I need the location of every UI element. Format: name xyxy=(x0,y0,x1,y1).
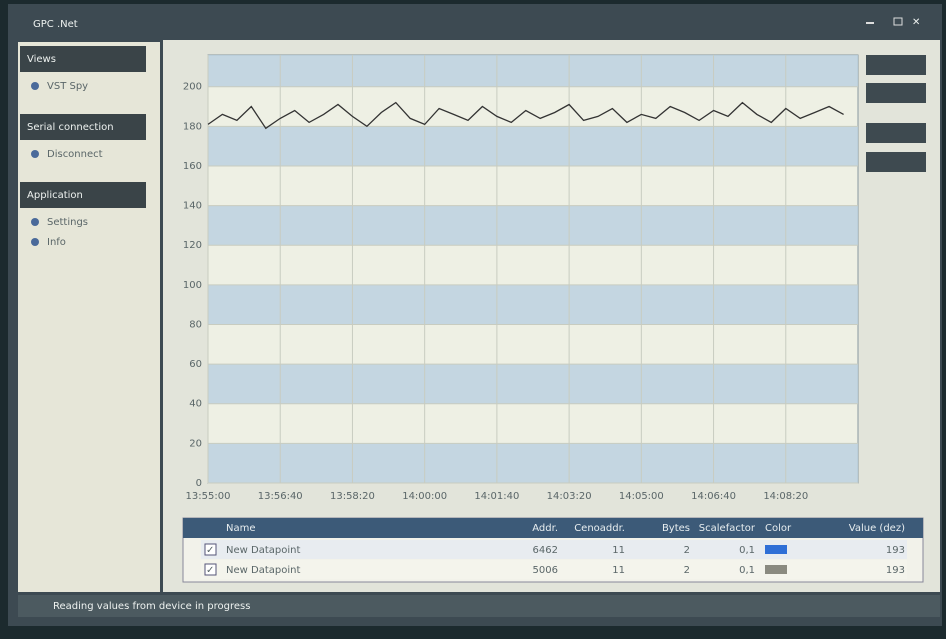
item-icon xyxy=(31,238,39,246)
x-tick-label: 14:05:00 xyxy=(619,491,664,502)
color-swatch xyxy=(765,565,787,574)
close[interactable]: ✕ xyxy=(912,17,920,28)
x-tick-label: 14:03:20 xyxy=(547,491,592,502)
cell: 5006 xyxy=(533,565,558,576)
sidebar-item[interactable]: VST Spy xyxy=(47,81,88,92)
button[interactable] xyxy=(866,123,926,143)
y-tick-label: 200 xyxy=(183,82,202,93)
status-text: Reading values from device in progress xyxy=(53,601,250,612)
section-title: Application xyxy=(27,190,83,201)
y-tick-label: 120 xyxy=(183,240,202,251)
y-tick-label: 40 xyxy=(189,399,202,410)
cell: 2 xyxy=(684,545,690,556)
cell: 193 xyxy=(886,545,905,556)
y-tick-label: 180 xyxy=(183,121,202,132)
band xyxy=(208,443,858,483)
band xyxy=(208,364,858,404)
column-header: Addr. xyxy=(532,523,558,534)
column-header: Bytes xyxy=(662,523,690,534)
cell: 11 xyxy=(612,565,625,576)
cell: 2 xyxy=(684,565,690,576)
item-icon xyxy=(31,218,39,226)
x-tick-label: 14:00:00 xyxy=(402,491,447,502)
y-tick-label: 80 xyxy=(189,319,202,330)
section-title: Serial connection xyxy=(27,122,114,133)
button[interactable] xyxy=(866,152,926,172)
band xyxy=(208,285,858,325)
x-tick-label: 14:08:20 xyxy=(763,491,808,502)
color-swatch xyxy=(765,545,787,554)
x-tick-label: 13:58:20 xyxy=(330,491,375,502)
cell: 193 xyxy=(886,565,905,576)
x-tick-label: 14:06:40 xyxy=(691,491,736,502)
page: GPC .Net ✕ Views VST Spy Serial connection… xyxy=(0,0,946,639)
cell: 0,1 xyxy=(739,565,755,576)
cell: 11 xyxy=(612,545,625,556)
column-header: Scalefactor xyxy=(699,523,756,534)
column-header: Color xyxy=(765,523,792,534)
sidebar-item[interactable]: Disconnect xyxy=(47,149,103,160)
band xyxy=(208,55,858,87)
check: ✓ xyxy=(206,565,214,576)
y-tick-label: 160 xyxy=(183,161,202,172)
button[interactable] xyxy=(866,55,926,75)
y-tick-label: 140 xyxy=(183,201,202,212)
x-tick-label: 14:01:40 xyxy=(474,491,519,502)
check: ✓ xyxy=(206,545,214,556)
y-tick-label: 60 xyxy=(189,359,202,370)
button[interactable] xyxy=(866,83,926,103)
x-tick-label: 13:56:40 xyxy=(258,491,303,502)
sidebar-item[interactable]: Settings xyxy=(47,217,88,228)
band xyxy=(208,126,858,166)
cell: 0,1 xyxy=(739,545,755,556)
column-header: Name xyxy=(226,523,256,534)
cell: New Datapoint xyxy=(226,565,300,576)
band xyxy=(208,206,858,246)
item-icon xyxy=(31,150,39,158)
app-window: GPC .Net ✕ Views VST Spy Serial connection… xyxy=(0,0,946,639)
window-title: GPC .Net xyxy=(33,19,78,30)
y-tick-label: 20 xyxy=(189,438,202,449)
item-icon xyxy=(31,82,39,90)
y-tick-label: 100 xyxy=(183,280,202,291)
y-tick-label: 0 xyxy=(196,478,202,489)
cell: 6462 xyxy=(533,545,558,556)
minimize[interactable] xyxy=(866,22,874,24)
cell: New Datapoint xyxy=(226,545,300,556)
column-header: Value (dez) xyxy=(849,523,905,534)
x-tick-label: 13:55:00 xyxy=(186,491,231,502)
sidebar-item[interactable]: Info xyxy=(47,237,66,248)
section-title: Views xyxy=(27,54,56,65)
column-header: Cenoaddr. xyxy=(574,523,625,534)
